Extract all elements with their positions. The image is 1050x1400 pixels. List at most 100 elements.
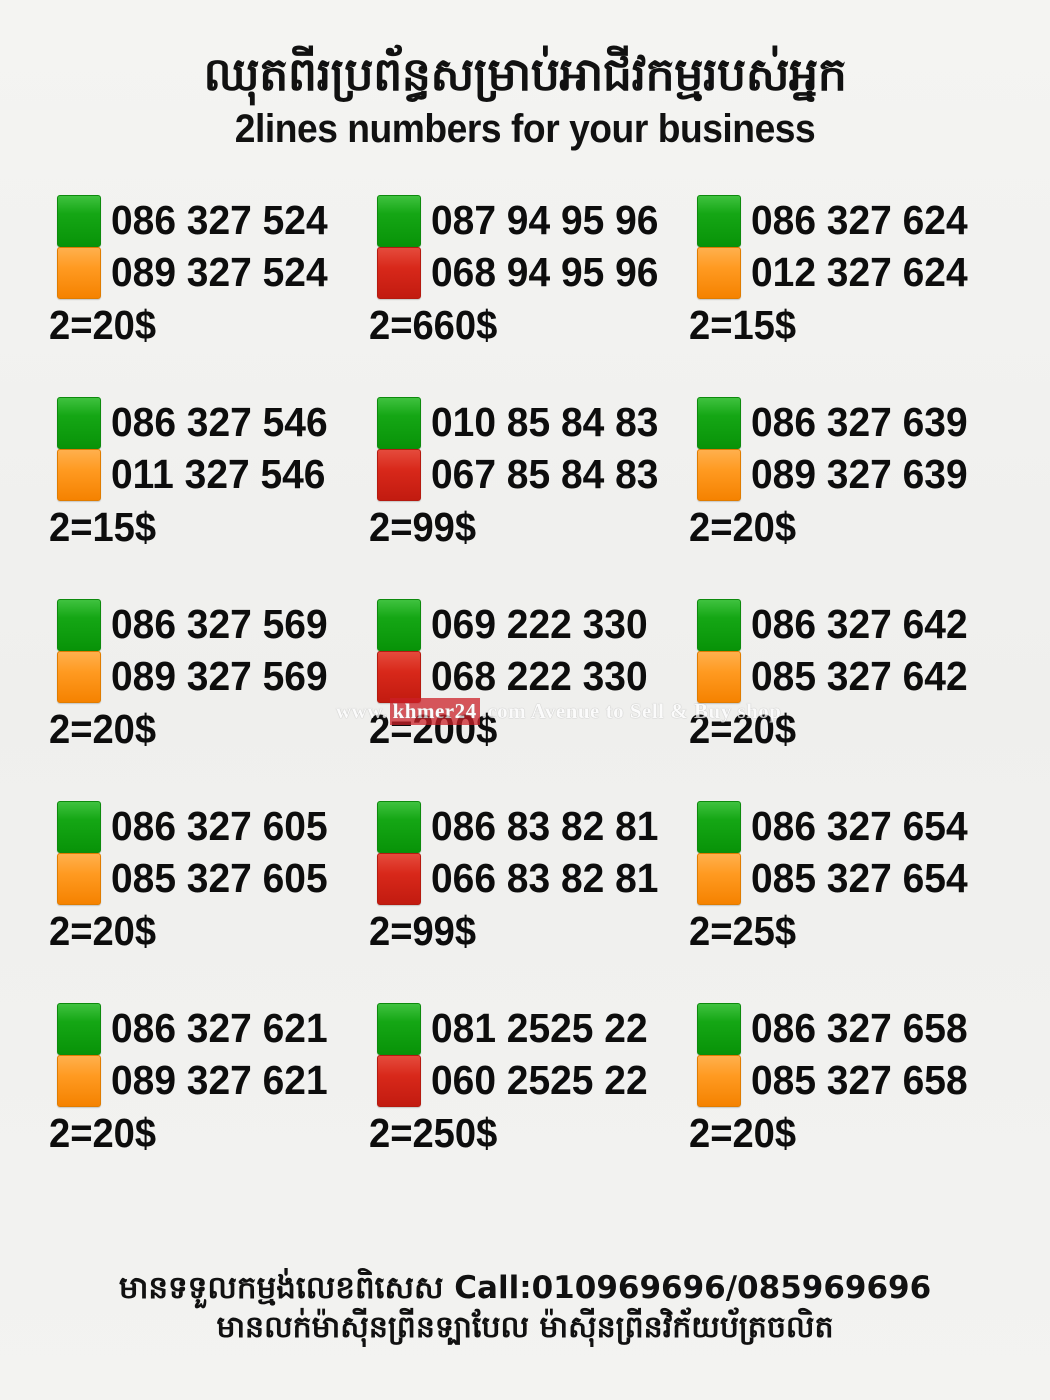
offer-number-row: 085 327 605 <box>57 852 365 905</box>
offer-number-row: 086 327 546 <box>57 396 365 449</box>
phone-number: 012 327 624 <box>751 249 968 296</box>
offer-number-row: 086 327 621 <box>57 1002 365 1055</box>
green-square-icon <box>697 598 741 651</box>
offer-number-row: 068 222 330 <box>377 650 685 703</box>
green-square-icon <box>697 396 741 449</box>
green-square-icon <box>697 800 741 853</box>
offer-card[interactable]: 086 327 642 085 327 642 2=20$ <box>685 598 1005 801</box>
offer-price: 2=20$ <box>689 1109 797 1156</box>
offer-number-row: 067 85 84 83 <box>377 448 685 501</box>
orange-square-icon <box>57 246 101 299</box>
orange-square-icon <box>697 852 741 905</box>
offer-number-row: 086 327 524 <box>57 194 365 247</box>
green-square-icon <box>377 800 421 853</box>
title-english: 2lines numbers for your business <box>234 106 816 151</box>
offer-price: 2=15$ <box>689 301 797 348</box>
footer-line-call: មានទទួលកម្មង់លេខពិសេស Call:010969696/085… <box>118 1269 932 1306</box>
phone-number: 069 222 330 <box>431 601 648 648</box>
phone-number: 086 327 639 <box>751 399 968 446</box>
offer-number-row: 060 2525 22 <box>377 1054 685 1107</box>
footer-line-printers: មានលក់ម៉ាស៊ីនព្រីនទ្បាបែល ម៉ាស៊ីនព្រីនវិ… <box>216 1310 834 1346</box>
phone-number: 011 327 546 <box>111 451 326 498</box>
phone-number: 089 327 639 <box>751 451 968 498</box>
phone-number: 086 327 546 <box>111 399 328 446</box>
offer-price: 2=99$ <box>369 907 477 954</box>
orange-square-icon <box>697 650 741 703</box>
orange-square-icon <box>697 448 741 501</box>
phone-number: 086 327 605 <box>111 803 328 850</box>
offer-price: 2=250$ <box>369 1109 498 1156</box>
offer-card[interactable]: 086 327 654 085 327 654 2=25$ <box>685 800 1005 1003</box>
offer-number-row: 010 85 84 83 <box>377 396 685 449</box>
offer-number-row: 012 327 624 <box>697 246 1005 299</box>
offer-card[interactable]: 086 327 546 011 327 546 2=15$ <box>45 396 365 599</box>
offer-number-row: 086 327 569 <box>57 598 365 651</box>
offers-grid: 086 327 524 089 327 524 2=20$ 087 94 95 96 0… <box>45 194 1005 1205</box>
offer-number-row: 086 327 639 <box>697 396 1005 449</box>
offer-card[interactable]: 086 327 658 085 327 658 2=20$ <box>685 1002 1005 1205</box>
phone-number: 066 83 82 81 <box>431 855 659 902</box>
phone-number: 089 327 621 <box>111 1057 328 1104</box>
green-square-icon <box>57 194 101 247</box>
phone-number: 085 327 658 <box>751 1057 968 1104</box>
phone-number: 089 327 524 <box>111 249 328 296</box>
green-square-icon <box>57 800 101 853</box>
offer-price: 2=20$ <box>49 705 157 752</box>
offer-number-row: 089 327 569 <box>57 650 365 703</box>
offer-card[interactable]: 069 222 330 068 222 330 2=200$ <box>365 598 685 801</box>
phone-number: 067 85 84 83 <box>431 451 659 498</box>
green-square-icon <box>377 1002 421 1055</box>
green-square-icon <box>57 396 101 449</box>
red-square-icon <box>377 246 421 299</box>
phone-number: 085 327 654 <box>751 855 968 902</box>
offer-card[interactable]: 086 327 524 089 327 524 2=20$ <box>45 194 365 397</box>
orange-square-icon <box>57 448 101 501</box>
phone-number: 089 327 569 <box>111 653 328 700</box>
green-square-icon <box>377 598 421 651</box>
green-square-icon <box>697 194 741 247</box>
offer-price: 2=99$ <box>369 503 477 550</box>
offer-number-row: 086 327 658 <box>697 1002 1005 1055</box>
offer-number-row: 011 327 546 <box>57 448 365 501</box>
offer-card[interactable]: 086 83 82 81 066 83 82 81 2=99$ <box>365 800 685 1003</box>
offer-card[interactable]: 086 327 605 085 327 605 2=20$ <box>45 800 365 1003</box>
offer-price: 2=20$ <box>49 301 157 348</box>
poster-header: ឈុតពីរប្រព័ន្ធសម្រាប់អាជីវកម្មរបស់អ្នក 2… <box>0 0 1050 151</box>
offer-number-row: 085 327 642 <box>697 650 1005 703</box>
green-square-icon <box>377 396 421 449</box>
offer-card[interactable]: 086 327 621 089 327 621 2=20$ <box>45 1002 365 1205</box>
phone-number: 086 83 82 81 <box>431 803 659 850</box>
offer-price: 2=20$ <box>689 705 797 752</box>
offer-price: 2=15$ <box>49 503 157 550</box>
phone-number: 087 94 95 96 <box>431 197 659 244</box>
orange-square-icon <box>697 1054 741 1107</box>
orange-square-icon <box>57 650 101 703</box>
red-square-icon <box>377 650 421 703</box>
orange-square-icon <box>57 852 101 905</box>
offer-number-row: 085 327 654 <box>697 852 1005 905</box>
offer-card[interactable]: 086 327 639 089 327 639 2=20$ <box>685 396 1005 599</box>
offer-number-row: 081 2525 22 <box>377 1002 685 1055</box>
offer-card[interactable]: 086 327 624 012 327 624 2=15$ <box>685 194 1005 397</box>
offer-number-row: 066 83 82 81 <box>377 852 685 905</box>
offer-number-row: 086 83 82 81 <box>377 800 685 853</box>
phone-number: 085 327 642 <box>751 653 968 700</box>
offer-price: 2=20$ <box>49 1109 157 1156</box>
offer-card[interactable]: 081 2525 22 060 2525 22 2=250$ <box>365 1002 685 1205</box>
offer-number-row: 068 94 95 96 <box>377 246 685 299</box>
offer-card[interactable]: 010 85 84 83 067 85 84 83 2=99$ <box>365 396 685 599</box>
phone-number: 086 327 624 <box>751 197 968 244</box>
offer-card[interactable]: 086 327 569 089 327 569 2=20$ <box>45 598 365 801</box>
phone-number: 068 94 95 96 <box>431 249 659 296</box>
phone-number: 068 222 330 <box>431 653 648 700</box>
offer-number-row: 069 222 330 <box>377 598 685 651</box>
green-square-icon <box>57 1002 101 1055</box>
offer-number-row: 089 327 524 <box>57 246 365 299</box>
offer-card[interactable]: 087 94 95 96 068 94 95 96 2=660$ <box>365 194 685 397</box>
green-square-icon <box>57 598 101 651</box>
phone-number: 086 327 658 <box>751 1005 968 1052</box>
green-square-icon <box>697 1002 741 1055</box>
phone-number: 010 85 84 83 <box>431 399 659 446</box>
offer-number-row: 086 327 605 <box>57 800 365 853</box>
